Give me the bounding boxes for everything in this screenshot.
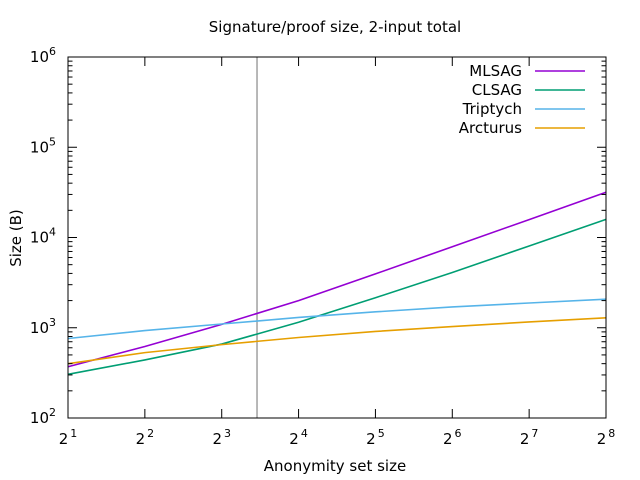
series-line-clsag bbox=[67, 218, 607, 376]
y-tick-label: 105 bbox=[30, 135, 56, 156]
y-tick-label: 103 bbox=[30, 316, 56, 337]
series-line-triptych bbox=[67, 298, 607, 340]
plot-frame bbox=[67, 56, 607, 419]
y-axis-label: Size (B) bbox=[7, 209, 25, 267]
series-line-mlsag bbox=[67, 191, 607, 368]
y-tick-label: 106 bbox=[30, 45, 56, 66]
legend-label-arcturus: Arcturus bbox=[459, 119, 522, 137]
y-tick-label: 104 bbox=[30, 226, 56, 247]
series-line-arcturus bbox=[67, 316, 607, 365]
y-tick-label: 102 bbox=[30, 406, 56, 427]
legend-label-triptych: Triptych bbox=[462, 100, 522, 118]
legend-label-mlsag: MLSAG bbox=[469, 62, 522, 80]
chart-title: Signature/proof size, 2-input total bbox=[209, 18, 461, 36]
legend-label-clsag: CLSAG bbox=[472, 81, 522, 99]
x-axis-label: Anonymity set size bbox=[264, 457, 406, 475]
